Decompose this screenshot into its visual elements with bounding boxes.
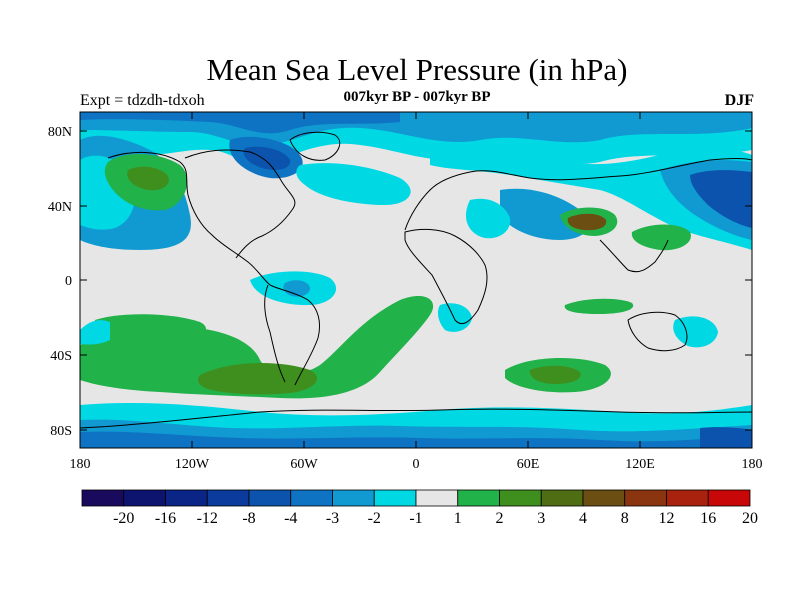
south-america-east-coast — [269, 284, 321, 386]
indian-ocean-green-patch — [564, 298, 634, 314]
colorbar-swatch — [707, 489, 751, 507]
colorbar-swatch — [373, 489, 417, 507]
lon-label-120e: 120E — [625, 457, 655, 472]
tasman-cyan-region — [673, 316, 718, 348]
latitude-labels: 80N 40N 0 40S 80S — [48, 125, 72, 439]
pressure-field — [80, 112, 752, 448]
colorbar-label: 12 — [659, 510, 675, 527]
colorbar-swatch — [248, 489, 292, 507]
lat-label-40n: 40N — [48, 200, 72, 215]
colorbar-swatch — [290, 489, 333, 507]
arctic-blue-region — [80, 112, 400, 134]
colorbar-swatch — [582, 489, 626, 507]
colorbar-swatch — [540, 489, 584, 507]
colorbar-label: -12 — [197, 510, 218, 527]
colorbar-label: -20 — [113, 510, 134, 527]
colorbar-label: -3 — [326, 510, 339, 527]
colorbar-label: 16 — [700, 510, 716, 527]
colorbar-swatch — [415, 489, 459, 507]
colorbar-label: 20 — [742, 510, 758, 527]
lon-label-60w: 60W — [290, 457, 318, 472]
ne-asia-dark-region — [690, 170, 752, 228]
colorbar: -20 -16 -12 -8 -4 -3 -2 -1 1 2 3 4 8 12 16 20 — [81, 489, 758, 527]
lon-label-60e: 60E — [517, 457, 540, 472]
colorbar-label: 2 — [496, 510, 504, 527]
south-pacific-green-patch — [95, 314, 206, 340]
africa-coast — [404, 228, 488, 325]
south-atlantic-cyan-patch — [437, 303, 472, 332]
chart-title: Mean Sea Level Pressure (in hPa) — [206, 52, 628, 87]
antarctic-darker-band — [80, 431, 752, 448]
north-america-west-coast — [107, 151, 271, 286]
lon-label-120w: 120W — [175, 457, 210, 472]
colorbar-swatch — [624, 489, 667, 507]
antarctic-dark-patch — [700, 427, 752, 448]
east-china-sea-green-region — [631, 224, 691, 251]
north-atlantic-cyan-region — [296, 163, 411, 205]
lat-label-80n: 80N — [48, 125, 72, 140]
colorbar-swatch — [332, 489, 375, 507]
colorbar-swatch — [123, 489, 166, 507]
colorbar-label: 1 — [454, 510, 462, 527]
colorbar-swatch — [666, 489, 709, 507]
colorbar-swatch — [81, 489, 125, 507]
colorbar-swatch — [457, 489, 500, 507]
colorbar-label: -16 — [155, 510, 176, 527]
southeast-asia-coast — [599, 239, 669, 273]
sw-pacific-cyan-region — [80, 320, 110, 345]
longitude-labels: 180 120W 60W 0 60E 120E 180 — [70, 457, 763, 472]
north-america-east-coast — [184, 149, 296, 259]
alaska-dark-green-region — [127, 166, 169, 191]
lon-label-0: 0 — [413, 457, 420, 472]
experiment-label: Expt = tdzdh-tdxoh — [80, 92, 205, 109]
lon-label-180w: 180 — [70, 457, 91, 472]
lat-label-40s: 40S — [50, 349, 72, 364]
tibet-olive-region — [567, 213, 607, 231]
south-pacific-dark-green-region — [197, 363, 318, 395]
colorbar-label: 8 — [621, 510, 629, 527]
colorbar-label: -4 — [284, 510, 297, 527]
eurasia-coast — [404, 158, 752, 231]
middle-east-cyan-region — [465, 198, 511, 239]
central-asia-blue-region — [500, 188, 590, 240]
colorbar-label: 4 — [579, 510, 587, 527]
south-indian-dark-green-region — [529, 365, 581, 384]
colorbar-label: -2 — [368, 510, 381, 527]
greenland-coast — [289, 131, 341, 161]
colorbar-label: 3 — [537, 510, 545, 527]
lon-label-180e: 180 — [742, 457, 763, 472]
south-america-west-coast — [264, 284, 286, 383]
australia-coast — [627, 311, 688, 352]
colorbar-label: -8 — [242, 510, 255, 527]
greenland-dark-region — [243, 146, 291, 170]
antarctica-coast — [80, 408, 752, 429]
axis-ticks — [80, 112, 752, 448]
colorbar-swatch — [165, 489, 208, 507]
colorbar-label: -1 — [409, 510, 422, 527]
coastlines — [80, 131, 752, 429]
colorbar-swatch — [206, 489, 250, 507]
season-label: DJF — [724, 92, 754, 109]
lat-label-0: 0 — [65, 274, 72, 289]
chart-subtitle: 007kyr BP - 007kyr BP — [343, 89, 491, 105]
lat-label-80s: 80S — [50, 424, 72, 439]
southern-green-band — [80, 295, 434, 399]
colorbar-swatch — [499, 489, 542, 507]
